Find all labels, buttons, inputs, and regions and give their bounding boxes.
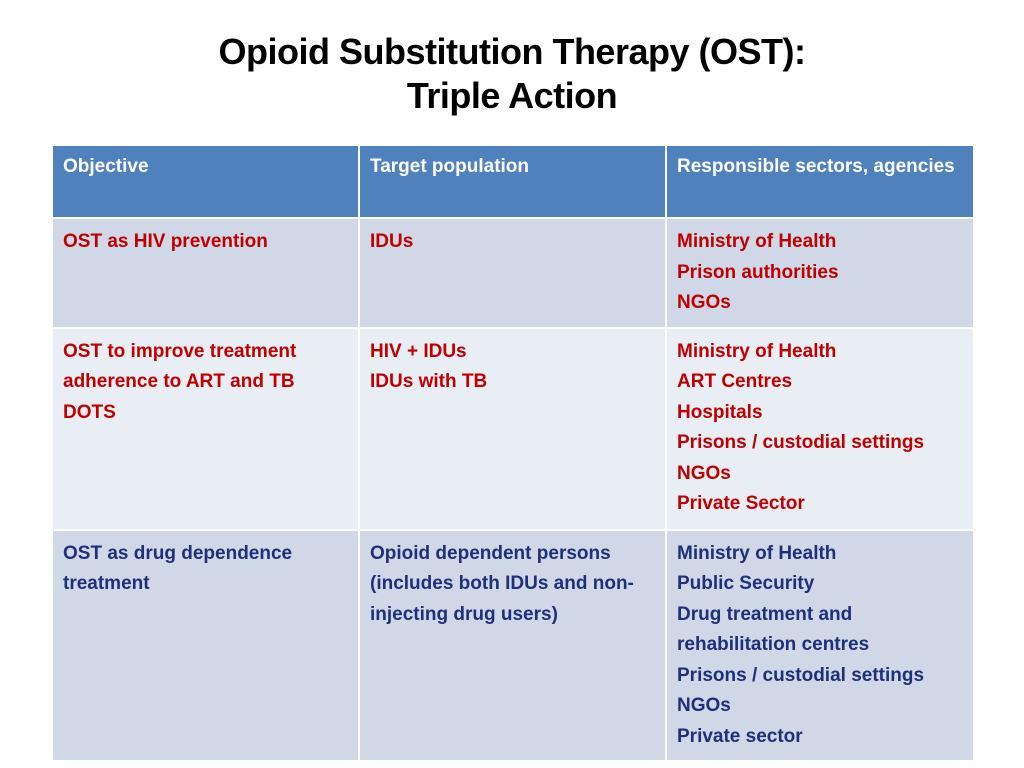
cell-text: NGOs <box>677 462 731 484</box>
table-row: OST as HIV prevention IDUs Ministry of H… <box>51 217 975 329</box>
header-target-population: Target population <box>358 144 667 219</box>
table-header-row: Objective Target population Responsible … <box>51 144 975 219</box>
cell-text: Prison authorities <box>677 261 839 283</box>
header-objective: Objective <box>51 144 360 219</box>
cell-text: Prisons / custodial settings <box>677 664 925 686</box>
cell-text: Drug treatment and rehabilitation centre… <box>677 603 870 656</box>
slide-title: Opioid Substitution Therapy (OST): Tripl… <box>0 30 1024 118</box>
cell-text: HIV + IDUs <box>370 340 467 362</box>
cell-text: NGOs <box>677 695 731 716</box>
cell-text: OST as drug dependence treatment <box>63 542 293 595</box>
cell-text: Opioid dependent persons (includes both … <box>370 542 634 625</box>
cell-text: Ministry of Health <box>677 231 837 252</box>
target-cell: HIV + IDUs IDUs with TB <box>358 326 667 531</box>
sectors-cell: Ministry of Health ART Centres Hospitals… <box>665 326 975 531</box>
cell-text: Prisons / custodial settings <box>677 432 925 453</box>
table-row: OST to improve treatment adherence to AR… <box>51 326 975 531</box>
objective-cell: OST to improve treatment adherence to AR… <box>51 326 360 531</box>
table-row: OST as drug dependence treatment Opioid … <box>51 528 975 762</box>
ost-table: Objective Target population Responsible … <box>51 144 975 762</box>
cell-text: Ministry of Health <box>677 542 837 564</box>
cell-text: IDUs <box>370 231 414 252</box>
sectors-cell: Ministry of Health Prison authorities NG… <box>665 217 975 329</box>
cell-text: Public Security <box>677 573 815 594</box>
header-responsible-sectors: Responsible sectors, agencies <box>665 144 975 219</box>
cell-text: Private sector <box>677 725 803 747</box>
cell-text: ART Centres <box>677 371 793 392</box>
slide-title-line-1: Opioid Substitution Therapy (OST): <box>218 31 806 72</box>
target-cell: IDUs <box>358 217 667 329</box>
sectors-cell: Ministry of Health Public Security Drug … <box>665 528 975 762</box>
objective-cell: OST as HIV prevention <box>51 217 360 329</box>
cell-text: OST as HIV prevention <box>63 231 268 252</box>
cell-text: Ministry of Health <box>677 340 837 362</box>
cell-text: NGOs <box>677 292 731 313</box>
objective-cell: OST as drug dependence treatment <box>51 528 360 762</box>
target-cell: Opioid dependent persons (includes both … <box>358 528 667 762</box>
cell-text: Hospitals <box>677 401 763 423</box>
slide-title-line-2: Triple Action <box>406 75 618 116</box>
cell-text: OST to improve treatment adherence to AR… <box>63 340 297 423</box>
cell-text: IDUs with TB <box>370 371 488 392</box>
cell-text: Private Sector <box>677 493 805 514</box>
